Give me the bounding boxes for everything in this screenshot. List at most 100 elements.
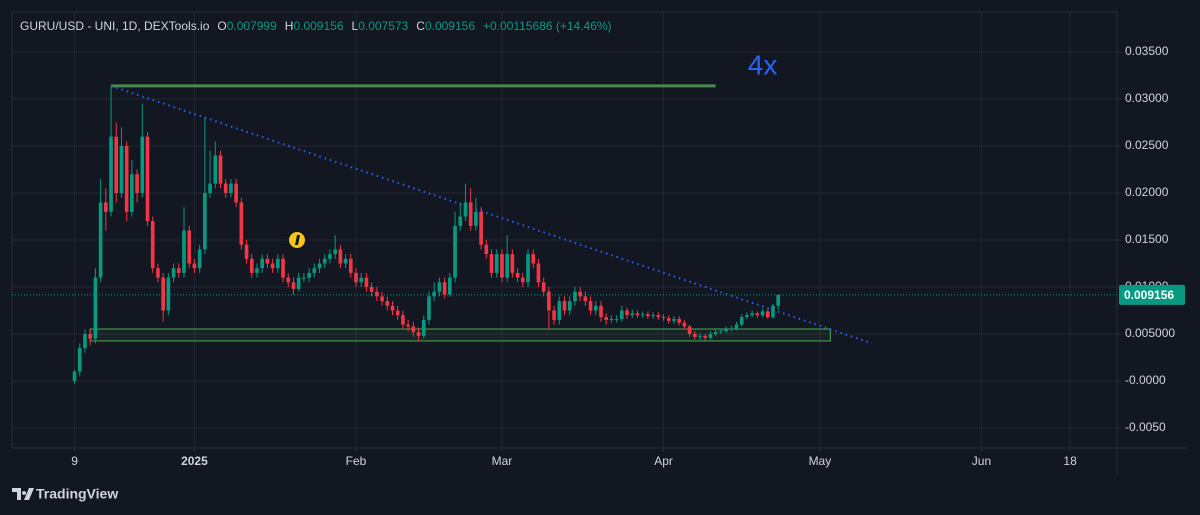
- brand: TradingView: [12, 486, 118, 502]
- candle-body: [166, 277, 171, 311]
- candle-body: [239, 202, 244, 245]
- candle-body: [692, 333, 697, 337]
- candle-body: [161, 277, 165, 311]
- y-tick-label: 0.005000: [1125, 326, 1175, 340]
- candle-body: [484, 244, 489, 255]
- candle-body: [646, 314, 650, 317]
- candle-body: [719, 331, 723, 333]
- candle-body: [765, 311, 770, 318]
- trend-line: [110, 84, 873, 345]
- candle-body: [296, 277, 301, 289]
- candle-body: [93, 277, 98, 339]
- candle-body: [432, 291, 437, 297]
- ohlc-key: O: [217, 19, 226, 33]
- drawings: [12, 84, 1117, 345]
- ohlc-value: 0.007999: [227, 19, 277, 33]
- candle-body: [760, 311, 765, 316]
- annotation: 4x: [748, 49, 778, 80]
- ohlc-value: 0.007573: [358, 19, 408, 33]
- candle-body: [333, 249, 337, 255]
- candle-body: [599, 305, 603, 318]
- candle-body: [302, 277, 306, 279]
- candle-body: [593, 305, 598, 311]
- candle-body: [724, 329, 728, 332]
- candle-body: [411, 326, 416, 333]
- candle-body: [343, 258, 348, 264]
- candle-body: [286, 277, 291, 283]
- candle-body: [72, 371, 77, 381]
- candle-body: [515, 272, 520, 278]
- candle-body: [307, 272, 311, 278]
- candle-body: [281, 258, 285, 278]
- x-tick-label: 18: [1063, 454, 1077, 468]
- candle-body: [573, 291, 577, 302]
- candle-body: [348, 258, 353, 273]
- event-icon: [287, 230, 307, 250]
- candle-body: [468, 202, 473, 226]
- candle-body: [130, 174, 134, 212]
- candle-body: [541, 282, 546, 292]
- ohlc-key: H: [285, 19, 294, 33]
- candle-body: [500, 254, 504, 278]
- brand-logo: [12, 488, 34, 500]
- brand-name: TradingView: [36, 486, 118, 502]
- ohlc-value: 0.009156: [293, 19, 343, 33]
- candle-body: [588, 301, 593, 311]
- candle-body: [187, 230, 192, 264]
- zone-rectangle: [89, 328, 831, 342]
- candle-body: [479, 211, 483, 245]
- x-tick-label: Jun: [972, 454, 991, 468]
- candle-body: [421, 319, 426, 336]
- candle-body: [203, 193, 207, 250]
- candle-body: [713, 332, 718, 334]
- candle-body: [750, 313, 754, 316]
- candle-body: [229, 183, 233, 194]
- candle-body: [401, 315, 405, 325]
- candle-body: [103, 202, 108, 212]
- candle-body: [739, 317, 744, 325]
- candle-body: [291, 282, 296, 289]
- candle-body: [145, 136, 150, 222]
- candle-body: [474, 211, 478, 226]
- legend-header: GURU/USD - UNI, 1D, DEXTools.io O0.007999…: [20, 19, 612, 33]
- candle-body: [156, 268, 160, 278]
- x-tick-label: 2025: [181, 454, 208, 468]
- candle-body: [604, 317, 609, 320]
- candle-body: [734, 324, 739, 329]
- x-tick-label: Apr: [654, 454, 673, 468]
- candle-body: [390, 305, 395, 311]
- candle-body: [682, 322, 687, 327]
- event-icon-glyph: [295, 235, 300, 245]
- candle-body: [119, 146, 124, 194]
- axes: 0.035000.030000.025000.020000.015000.010…: [71, 44, 1175, 468]
- candle-body: [703, 335, 708, 338]
- candle-body: [620, 310, 624, 319]
- candles: [72, 85, 781, 384]
- ohlc-key: L: [352, 19, 359, 33]
- overlay: 4x 0.009156: [748, 49, 1185, 305]
- candle-body: [208, 183, 212, 194]
- x-tick-label: Mar: [492, 454, 513, 468]
- candle-body: [124, 146, 129, 212]
- candle-body: [354, 272, 358, 283]
- change-label: +0.00115686 (+14.46%): [483, 19, 612, 33]
- price-label-box: [1119, 284, 1185, 305]
- candle-body: [276, 258, 280, 269]
- candle-body: [630, 313, 635, 316]
- candle-body: [494, 254, 499, 273]
- candle-body: [609, 318, 614, 320]
- candle-body: [520, 277, 525, 283]
- candle-body: [109, 136, 113, 212]
- candle-body: [98, 202, 103, 278]
- candle-body: [249, 258, 254, 273]
- y-tick-label: 0.03000: [1125, 91, 1169, 105]
- candle-body: [114, 136, 119, 194]
- candle-body: [244, 244, 249, 259]
- candle-body: [223, 183, 228, 194]
- candle-body: [453, 225, 457, 278]
- x-tick-label: May: [809, 454, 832, 468]
- candle-body: [698, 335, 702, 337]
- candle-body: [562, 301, 567, 311]
- candle-body: [416, 332, 421, 336]
